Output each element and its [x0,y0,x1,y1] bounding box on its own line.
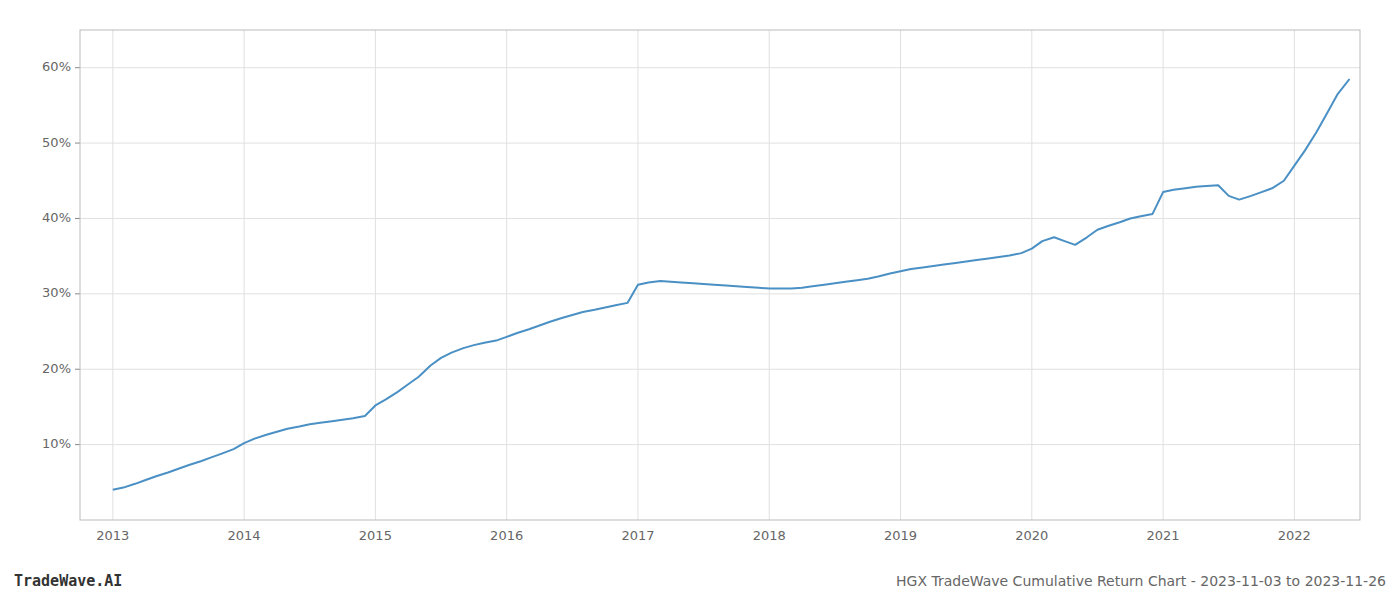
y-tick [75,369,80,370]
x-tick-label: 2020 [1015,528,1048,543]
grid-line-x [375,30,376,520]
background [0,0,1400,600]
grid-line-x [1294,30,1295,520]
title: HGX TradeWave Cumulative Return Chart - … [896,573,1386,589]
x-tick-label: 2021 [1147,528,1180,543]
x-tick-label: 2018 [753,528,786,543]
watermark: TradeWave.AI [14,572,122,590]
grid-line-x [1163,30,1164,520]
x-tick-label: 2019 [884,528,917,543]
line [113,79,1350,490]
y-tick [75,143,80,144]
y-tick-label: 30% [42,285,71,300]
y-tick-label: 50% [42,135,71,150]
data [113,79,1350,490]
texts: TradeWave.AI HGX TradeWave Cumulative Ret… [14,572,1386,590]
y-tick-label: 10% [42,436,71,451]
y-tick-label: 40% [42,210,71,225]
grid-line-y [80,218,1360,219]
x-tick-label: 2016 [490,528,523,543]
y-tick-label: 60% [42,59,71,74]
grid-line-y [80,293,1360,294]
grid-line-x [637,30,638,520]
grid-line-y [80,143,1360,144]
x-tick-label: 2014 [228,528,261,543]
x-tick-label: 2015 [359,528,392,543]
grid-line-y [80,369,1360,370]
y-tick-label: 20% [42,361,71,376]
y-tick [75,444,80,445]
grid-line-x [1031,30,1032,520]
y-tick [75,293,80,294]
plot-frame [80,30,1360,520]
y-tick [75,218,80,219]
grid-line-x [112,30,113,520]
grid-line-x [506,30,507,520]
axes: 10% 20% 30% 40% 50% 60% 2013 2014 2015 2016 2017 20… [42,30,1360,543]
grid [80,30,1360,520]
chart: 10% 20% 30% 40% 50% 60% 2013 2014 2015 2016 2017 20… [0,0,1400,600]
grid-line-y [80,67,1360,68]
grid-line-y [80,444,1360,445]
grid-line-x [244,30,245,520]
y-tick [75,67,80,68]
grid-line-x [769,30,770,520]
x-tick-label: 2017 [621,528,654,543]
x-tick-label: 2013 [96,528,129,543]
x-tick-label: 2022 [1278,528,1311,543]
grid-line-x [900,30,901,520]
